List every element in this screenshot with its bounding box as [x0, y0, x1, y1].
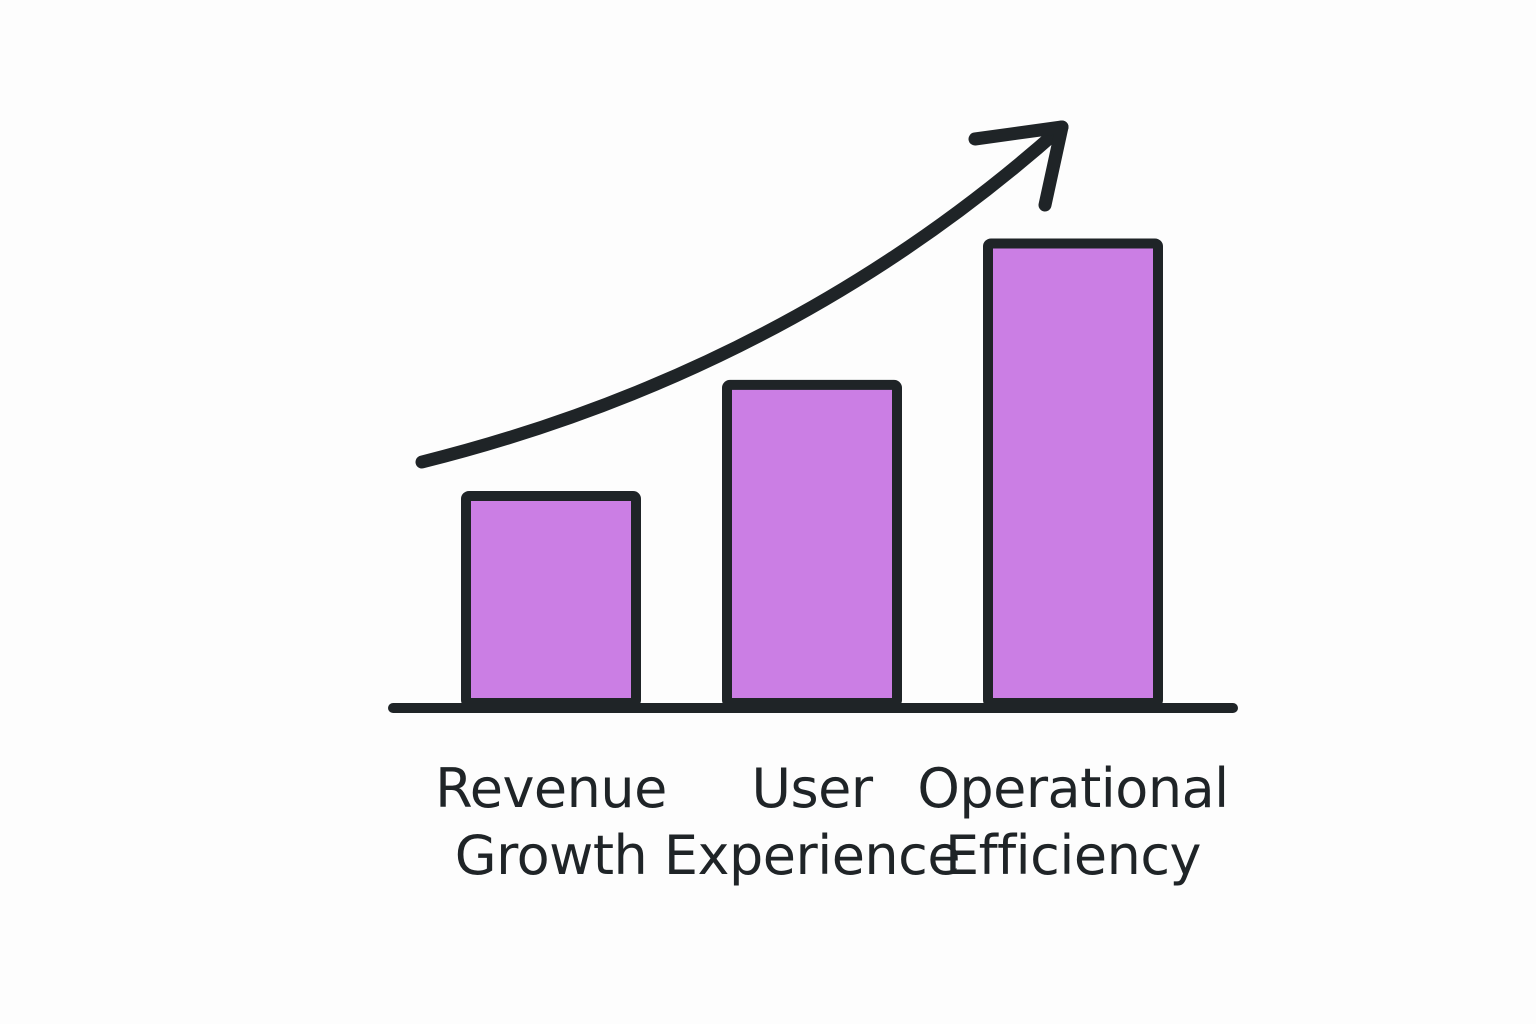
trend-arrow-head: [968, 120, 1069, 212]
upward-trend-arrow-icon: [415, 120, 1069, 469]
bar-2: [983, 238, 1163, 708]
bar-1: [722, 379, 902, 708]
tick-label-0-line-0: Revenue: [435, 757, 667, 820]
tick-label-0-line-1: Growth: [455, 824, 647, 887]
bar-0: [461, 490, 641, 709]
tick-label-2-line-0: Operational: [917, 757, 1228, 820]
tick-label-2-line-1: Efficiency: [945, 824, 1201, 887]
tick-label-1-line-0: User: [751, 757, 873, 820]
tick-label-1-line-1: Experience: [664, 824, 960, 887]
trend-arrow-curve: [415, 120, 1069, 469]
bars-group: [461, 238, 1163, 709]
